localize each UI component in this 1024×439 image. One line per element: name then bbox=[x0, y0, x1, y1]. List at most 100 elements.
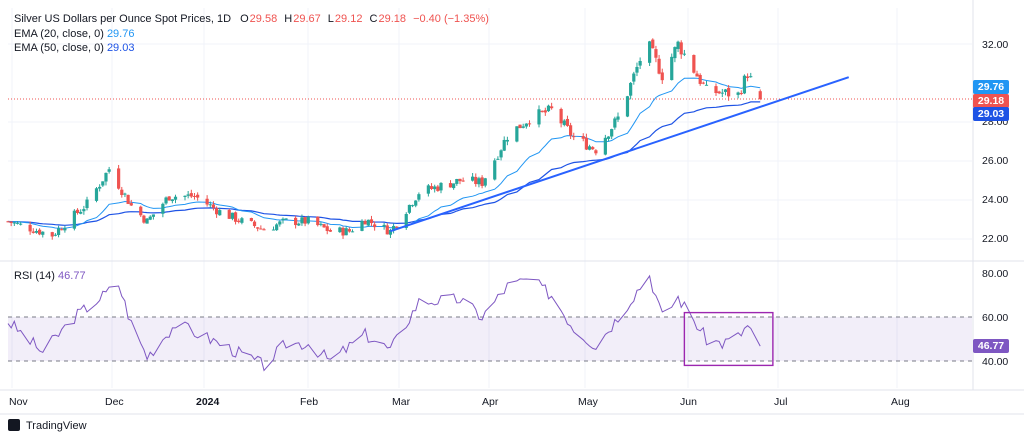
support-trendline[interactable] bbox=[390, 76, 850, 233]
candle[interactable] bbox=[129, 199, 133, 207]
candle[interactable] bbox=[518, 124, 522, 129]
candle[interactable] bbox=[483, 177, 487, 188]
candle[interactable] bbox=[350, 229, 355, 233]
candle[interactable] bbox=[629, 82, 633, 100]
candle[interactable] bbox=[28, 221, 32, 235]
candle[interactable] bbox=[587, 144, 592, 151]
candle[interactable] bbox=[559, 107, 563, 128]
candle[interactable] bbox=[139, 205, 143, 218]
candle[interactable] bbox=[344, 226, 348, 236]
candle[interactable] bbox=[429, 183, 434, 190]
candle[interactable] bbox=[736, 91, 740, 99]
candle[interactable] bbox=[126, 194, 130, 205]
candle[interactable] bbox=[170, 199, 174, 204]
candle[interactable] bbox=[385, 223, 389, 235]
candle[interactable] bbox=[60, 227, 64, 231]
candle[interactable] bbox=[701, 81, 705, 85]
candle[interactable] bbox=[373, 221, 377, 231]
candle[interactable] bbox=[382, 222, 386, 230]
candle[interactable] bbox=[281, 217, 285, 224]
candle[interactable] bbox=[613, 116, 617, 130]
candle[interactable] bbox=[670, 53, 674, 81]
candle[interactable] bbox=[546, 104, 551, 112]
candle[interactable] bbox=[572, 132, 576, 141]
candle[interactable] bbox=[537, 105, 541, 128]
candle[interactable] bbox=[749, 72, 753, 78]
candle[interactable] bbox=[278, 220, 282, 227]
candle[interactable] bbox=[679, 40, 683, 59]
candle[interactable] bbox=[63, 225, 67, 233]
candle[interactable] bbox=[120, 186, 124, 198]
footer-brand[interactable]: TradingView bbox=[8, 419, 87, 432]
candle[interactable] bbox=[6, 220, 10, 223]
candle[interactable] bbox=[477, 176, 481, 188]
candle[interactable] bbox=[208, 201, 212, 208]
candle[interactable] bbox=[584, 133, 588, 151]
candle[interactable] bbox=[256, 227, 260, 232]
candle[interactable] bbox=[407, 204, 412, 215]
candle[interactable] bbox=[85, 196, 89, 211]
candle[interactable] bbox=[448, 180, 453, 188]
candle[interactable] bbox=[41, 231, 45, 238]
candle[interactable] bbox=[594, 149, 598, 156]
candle[interactable] bbox=[648, 40, 652, 66]
candle[interactable] bbox=[15, 221, 20, 225]
candle[interactable] bbox=[550, 102, 554, 110]
candle[interactable] bbox=[9, 221, 13, 227]
candle[interactable] bbox=[237, 218, 241, 224]
candle[interactable] bbox=[38, 228, 42, 236]
candle[interactable] bbox=[439, 182, 443, 194]
candle[interactable] bbox=[53, 233, 58, 237]
candle[interactable] bbox=[581, 133, 585, 142]
candle[interactable] bbox=[682, 49, 686, 57]
candle[interactable] bbox=[502, 136, 506, 152]
candle[interactable] bbox=[606, 136, 611, 142]
candle[interactable] bbox=[455, 178, 459, 186]
candle[interactable] bbox=[651, 38, 655, 49]
rsi-highlight-box[interactable] bbox=[683, 311, 774, 367]
candle[interactable] bbox=[461, 177, 465, 182]
candle[interactable] bbox=[452, 183, 456, 190]
candle[interactable] bbox=[698, 73, 702, 86]
candle[interactable] bbox=[98, 184, 102, 192]
candle[interactable] bbox=[695, 70, 699, 77]
candle[interactable] bbox=[79, 209, 83, 215]
candle[interactable] bbox=[360, 219, 364, 232]
candle[interactable] bbox=[527, 120, 532, 127]
candle[interactable] bbox=[275, 223, 279, 231]
candle[interactable] bbox=[227, 208, 231, 219]
candle[interactable] bbox=[167, 196, 171, 201]
candle[interactable] bbox=[720, 88, 724, 98]
candle[interactable] bbox=[161, 202, 165, 218]
candle[interactable] bbox=[183, 195, 187, 201]
candle[interactable] bbox=[192, 192, 197, 200]
candle[interactable] bbox=[638, 57, 642, 70]
candle[interactable] bbox=[297, 222, 301, 227]
candle[interactable] bbox=[101, 181, 105, 187]
candle[interactable] bbox=[493, 158, 497, 181]
candle[interactable] bbox=[610, 128, 614, 140]
candle[interactable] bbox=[34, 228, 39, 234]
candle[interactable] bbox=[300, 214, 304, 226]
candle[interactable] bbox=[758, 89, 762, 101]
candle[interactable] bbox=[72, 209, 76, 231]
rsi-pane[interactable] bbox=[7, 274, 972, 372]
candle[interactable] bbox=[410, 204, 415, 208]
candle[interactable] bbox=[635, 62, 639, 77]
candle[interactable] bbox=[316, 216, 320, 227]
candle[interactable] bbox=[414, 200, 418, 208]
candle[interactable] bbox=[123, 192, 127, 198]
candle[interactable] bbox=[347, 227, 351, 233]
candle[interactable] bbox=[692, 54, 696, 74]
candle[interactable] bbox=[436, 184, 440, 192]
candle[interactable] bbox=[521, 123, 525, 129]
candle[interactable] bbox=[259, 225, 263, 230]
candle[interactable] bbox=[205, 195, 209, 207]
candle[interactable] bbox=[107, 166, 111, 174]
candle[interactable] bbox=[727, 84, 731, 101]
candle[interactable] bbox=[306, 215, 310, 225]
candle[interactable] bbox=[338, 226, 342, 233]
candle[interactable] bbox=[19, 221, 23, 226]
candle[interactable] bbox=[186, 190, 190, 199]
candle[interactable] bbox=[117, 164, 121, 190]
